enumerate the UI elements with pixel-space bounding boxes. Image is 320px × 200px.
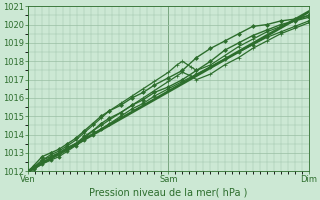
X-axis label: Pression niveau de la mer( hPa ): Pression niveau de la mer( hPa ) [89,187,248,197]
